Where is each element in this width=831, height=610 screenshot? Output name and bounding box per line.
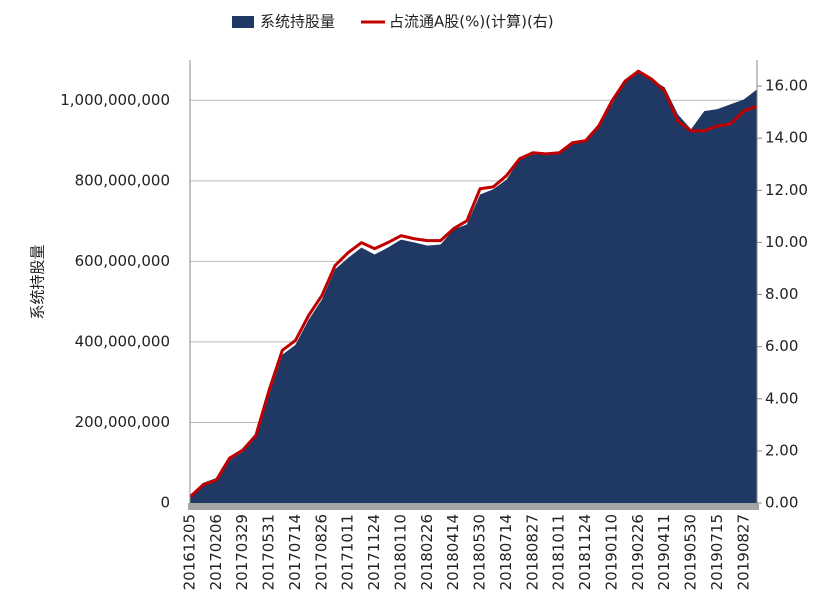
x-tick-label: 20180530 [471,514,489,590]
area [190,71,757,503]
x-tick-label: 20190827 [734,514,752,590]
y-axis-title: 系统持股量 [29,244,47,319]
x-tick-label: 20190110 [602,514,620,590]
x-axis-band [188,503,759,510]
x-tick-label: 20190715 [708,514,726,590]
x-tick-label: 20180827 [523,514,541,590]
x-tick-label: 20181011 [550,514,568,590]
line [188,69,758,499]
x-tick-label: 20170206 [207,514,225,590]
y2-tick-label: 16.00 [765,77,808,95]
x-tick-label: 20180226 [418,514,436,590]
x-tick-label: 20170826 [312,514,330,590]
y2-tick-label: 2.00 [765,441,798,459]
y2-tick-label: 4.00 [765,389,798,407]
legend-label: 系统持股量 [260,13,335,31]
y-tick-label: 800,000,000 [75,171,170,189]
y-tick-label: 200,000,000 [75,413,170,431]
y-tick-label: 1,000,000,000 [60,91,170,109]
y2-tick-label: 10.00 [765,233,808,251]
x-tick-label: 20190226 [629,514,647,590]
x-tick-label: 20180110 [391,514,409,590]
y2-tick-label: 6.00 [765,337,798,355]
y2-tick-label: 8.00 [765,285,798,303]
y-tick-label: 600,000,000 [75,252,170,270]
x-tick-label: 20170329 [233,514,251,590]
x-tick-label: 20170714 [286,514,304,590]
x-tick-label: 20170531 [260,514,278,590]
x-tick-label: 20190411 [655,514,673,590]
legend-swatch [232,16,254,28]
x-tick-label: 20180414 [444,514,462,590]
legend-label: 占流通A股(%)(计算)(右) [389,13,554,31]
y-tick-label: 400,000,000 [75,332,170,350]
x-tick-label: 20180714 [497,514,515,590]
y2-tick-label: 14.00 [765,129,808,147]
x-tick-label: 20181124 [576,514,594,590]
y2-tick-label: 12.00 [765,181,808,199]
y2-tick-label: 0.00 [765,494,798,512]
x-tick-label: 20171011 [339,514,357,590]
x-tick-label: 20161205 [181,514,199,590]
y-tick-label: 0 [160,494,170,512]
x-tick-label: 20190530 [682,514,700,590]
x-tick-label: 20171124 [365,514,383,590]
